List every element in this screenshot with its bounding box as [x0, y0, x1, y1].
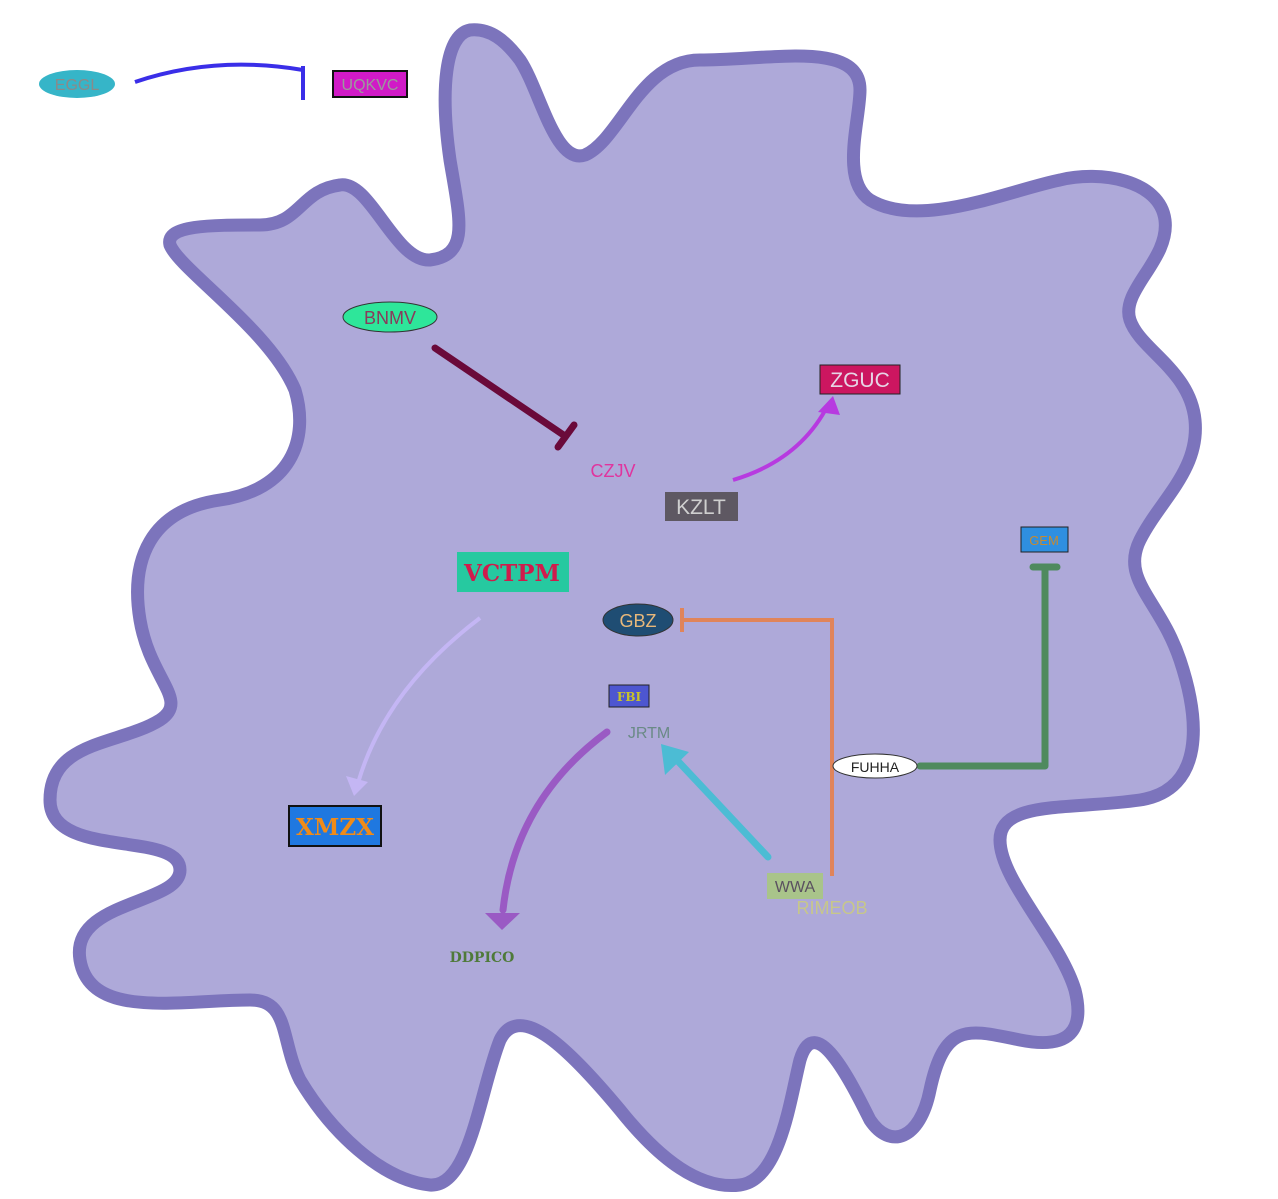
node-wwa[interactable]: WWA	[767, 873, 823, 899]
node-wwa-label: WWA	[775, 879, 816, 896]
edge-bnmv-inhibits-czjv	[431, 344, 578, 451]
node-kzlt-label: KZLT	[676, 496, 726, 519]
node-czjv[interactable]: CZJV	[591, 461, 636, 481]
node-gem-label: GEM	[1029, 533, 1059, 548]
node-fuhha[interactable]: FUHHA	[832, 753, 918, 779]
node-gbz-label: GBZ	[619, 611, 656, 631]
node-uqkvc-label: UQKVC	[342, 77, 399, 94]
node-xmzx[interactable]: XMZX	[288, 805, 382, 847]
node-xmzx-label: XMZX	[296, 814, 374, 841]
node-czjv-label: CZJV	[591, 461, 636, 481]
node-fbi[interactable]: FBI	[608, 684, 650, 708]
edge-kzlt-activates-zguc	[732, 396, 840, 482]
node-ddpico-label: DDPICO	[450, 950, 515, 966]
node-gem[interactable]: GEM	[1020, 526, 1069, 553]
node-vctpm[interactable]: VCTPM	[457, 552, 569, 592]
node-rimeob[interactable]: RIMEOB	[796, 898, 867, 918]
node-gbz[interactable]: GBZ	[602, 603, 674, 637]
edge-fuhha-inhibits-gem	[916, 563, 1061, 770]
edge-wwa-activates-jrtm	[661, 744, 772, 861]
node-kzlt[interactable]: KZLT	[665, 492, 738, 521]
edge-eggl-inhibits-uqkvc	[134, 62, 305, 100]
node-zguc[interactable]: ZGUC	[819, 364, 901, 395]
node-bnmv-label: BNMV	[364, 308, 416, 328]
node-fuhha-label: FUHHA	[851, 759, 900, 775]
node-bnmv[interactable]: BNMV	[342, 301, 438, 333]
node-jrtm-label: JRTM	[628, 725, 670, 742]
nodes: EGGL UQKVC BNMV ZGUC CZJV	[39, 70, 1069, 966]
edge-vctpm-activates-xmzx	[346, 616, 482, 796]
node-uqkvc[interactable]: UQKVC	[332, 70, 408, 98]
node-jrtm[interactable]: JRTM	[628, 725, 670, 742]
node-vctpm-label: VCTPM	[463, 560, 560, 587]
edge-rimeob-inhibits-gbz	[680, 608, 834, 876]
node-rimeob-label: RIMEOB	[796, 898, 867, 918]
edges	[134, 62, 1061, 930]
node-eggl-label: EGGL	[55, 77, 100, 94]
edge-jrtm-activates-ddpico	[485, 728, 611, 930]
node-fbi-label: FBI	[617, 690, 642, 704]
node-zguc-label: ZGUC	[830, 369, 890, 392]
node-eggl[interactable]: EGGL	[39, 70, 115, 98]
node-ddpico[interactable]: DDPICO	[450, 950, 515, 966]
